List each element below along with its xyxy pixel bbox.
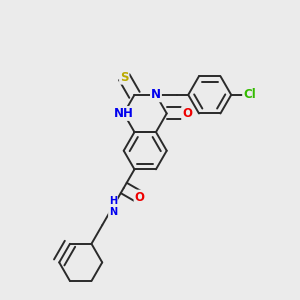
Text: S: S (120, 71, 128, 84)
Text: NH: NH (114, 107, 134, 120)
Text: N: N (151, 88, 161, 101)
Text: H
N: H N (109, 196, 117, 218)
Text: O: O (134, 190, 145, 204)
Text: O: O (182, 107, 192, 120)
Text: Cl: Cl (243, 88, 256, 101)
